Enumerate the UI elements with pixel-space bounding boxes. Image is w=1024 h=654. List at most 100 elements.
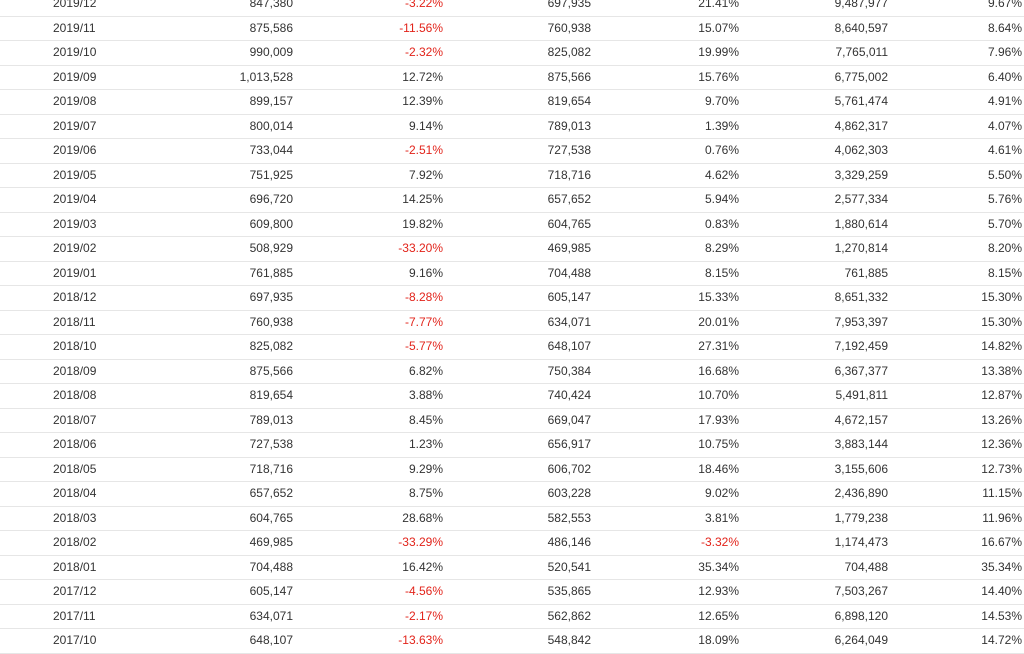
cumulative-cell: 9,487,977 [740, 0, 888, 17]
sales-cell: 508,929 [135, 236, 298, 262]
month-cell: 2019/06 [0, 138, 135, 164]
mom-change-cell: 14.25% [298, 187, 445, 213]
cumulative-cell: 6,898,120 [740, 604, 888, 629]
mom-change-cell: 6.82% [298, 359, 445, 384]
month-cell: 2018/07 [0, 408, 135, 433]
sales-cell: 819,654 [135, 383, 298, 409]
cumulative-cell: 7,192,459 [740, 334, 888, 360]
yoy-change-cell: 9.70% [593, 89, 740, 115]
month-cell: 2018/09 [0, 359, 135, 384]
table-row: 2019/02 508,929 -33.20% 469,985 8.29% 1,270,8… [0, 236, 1024, 262]
yoy-change-cell: 17.93% [593, 408, 740, 433]
table-row: 2018/08 819,654 3.88% 740,424 10.70% 5,491,81… [0, 383, 1024, 409]
mom-change-cell: 8.45% [298, 408, 445, 433]
mom-change-cell: 16.42% [298, 555, 445, 580]
cumulative-cell: 7,953,397 [740, 310, 888, 335]
sales-cell: 727,538 [135, 432, 298, 458]
yoy-change-cell: 1.39% [593, 114, 740, 139]
cumulative-growth-cell: 14.72% [888, 628, 1024, 654]
cumulative-growth-cell: 6.40% [888, 65, 1024, 90]
table-row: 2019/03 609,800 19.82% 604,765 0.83% 1,880,61… [0, 212, 1024, 237]
month-cell: 2018/02 [0, 530, 135, 556]
cumulative-growth-cell: 4.07% [888, 114, 1024, 139]
prev-year-cell: 520,541 [445, 555, 593, 580]
month-cell: 2019/02 [0, 236, 135, 262]
prev-year-cell: 648,107 [445, 334, 593, 360]
table-row: 2018/06 727,538 1.23% 656,917 10.75% 3,883,14… [0, 432, 1024, 458]
month-cell: 2019/12 [0, 0, 135, 17]
month-cell: 2018/06 [0, 432, 135, 458]
cumulative-growth-cell: 35.34% [888, 555, 1024, 580]
table-row: 2019/09 1,013,528 12.72% 875,566 15.76% 6,775… [0, 65, 1024, 90]
table-row: 2017/11 634,071 -2.17% 562,862 12.65% 6,898,1… [0, 604, 1024, 629]
mom-change-cell: -8.28% [298, 285, 445, 311]
cumulative-growth-cell: 8.64% [888, 16, 1024, 41]
mom-change-cell: 19.82% [298, 212, 445, 237]
cumulative-cell: 6,264,049 [740, 628, 888, 654]
prev-year-cell: 740,424 [445, 383, 593, 409]
cumulative-growth-cell: 5.70% [888, 212, 1024, 237]
month-cell: 2017/11 [0, 604, 135, 629]
sales-cell: 875,566 [135, 359, 298, 384]
mom-change-cell: 7.92% [298, 163, 445, 188]
yoy-change-cell: 10.75% [593, 432, 740, 458]
month-cell: 2018/12 [0, 285, 135, 311]
cumulative-cell: 8,651,332 [740, 285, 888, 311]
table-row: 2019/01 761,885 9.16% 704,488 8.15% 761,885 8.… [0, 261, 1024, 286]
month-cell: 2019/07 [0, 114, 135, 139]
cumulative-cell: 4,672,157 [740, 408, 888, 433]
cumulative-growth-cell: 13.26% [888, 408, 1024, 433]
cumulative-growth-cell: 5.50% [888, 163, 1024, 188]
table-row: 2019/08 899,157 12.39% 819,654 9.70% 5,761,47… [0, 89, 1024, 115]
table-row: 2018/04 657,652 8.75% 603,228 9.02% 2,436,890… [0, 481, 1024, 507]
table-row: 2018/09 875,566 6.82% 750,384 16.68% 6,367,37… [0, 359, 1024, 384]
table-row: 2019/12 847,380 -3.22% 697,935 21.41% 9,487,9… [0, 0, 1024, 17]
sales-cell: 605,147 [135, 579, 298, 605]
month-cell: 2018/03 [0, 506, 135, 531]
prev-year-cell: 750,384 [445, 359, 593, 384]
prev-year-cell: 704,488 [445, 261, 593, 286]
table-row: 2019/10 990,009 -2.32% 825,082 19.99% 7,765,0… [0, 40, 1024, 66]
mom-change-cell: 9.16% [298, 261, 445, 286]
table-row: 2019/11 875,586 -11.56% 760,938 15.07% 8,640,… [0, 16, 1024, 41]
cumulative-growth-cell: 15.30% [888, 285, 1024, 311]
prev-year-cell: 825,082 [445, 40, 593, 66]
sales-cell: 990,009 [135, 40, 298, 66]
month-cell: 2019/01 [0, 261, 135, 286]
cumulative-cell: 3,883,144 [740, 432, 888, 458]
prev-year-cell: 875,566 [445, 65, 593, 90]
cumulative-growth-cell: 8.15% [888, 261, 1024, 286]
cumulative-cell: 6,775,002 [740, 65, 888, 90]
mom-change-cell: 28.68% [298, 506, 445, 531]
cumulative-growth-cell: 14.40% [888, 579, 1024, 605]
prev-year-cell: 469,985 [445, 236, 593, 262]
cumulative-cell: 1,270,814 [740, 236, 888, 262]
cumulative-growth-cell: 8.20% [888, 236, 1024, 262]
sales-cell: 1,013,528 [135, 65, 298, 90]
month-cell: 2019/04 [0, 187, 135, 213]
mom-change-cell: -33.20% [298, 236, 445, 262]
mom-change-cell: -5.77% [298, 334, 445, 360]
yoy-change-cell: 4.62% [593, 163, 740, 188]
yoy-change-cell: 15.76% [593, 65, 740, 90]
cumulative-cell: 3,155,606 [740, 457, 888, 482]
mom-change-cell: 3.88% [298, 383, 445, 409]
mom-change-cell: 9.14% [298, 114, 445, 139]
cumulative-growth-cell: 9.67% [888, 0, 1024, 17]
yoy-change-cell: 5.94% [593, 187, 740, 213]
sales-cell: 733,044 [135, 138, 298, 164]
cumulative-growth-cell: 12.36% [888, 432, 1024, 458]
mom-change-cell: 8.75% [298, 481, 445, 507]
sales-cell: 696,720 [135, 187, 298, 213]
month-cell: 2018/11 [0, 310, 135, 335]
cumulative-cell: 2,436,890 [740, 481, 888, 507]
yoy-change-cell: 18.09% [593, 628, 740, 654]
cumulative-cell: 4,862,317 [740, 114, 888, 139]
cumulative-cell: 1,880,614 [740, 212, 888, 237]
sales-cell: 657,652 [135, 481, 298, 507]
table-row: 2017/12 605,147 -4.56% 535,865 12.93% 7,503,2… [0, 579, 1024, 605]
cumulative-growth-cell: 4.61% [888, 138, 1024, 164]
month-cell: 2017/12 [0, 579, 135, 605]
